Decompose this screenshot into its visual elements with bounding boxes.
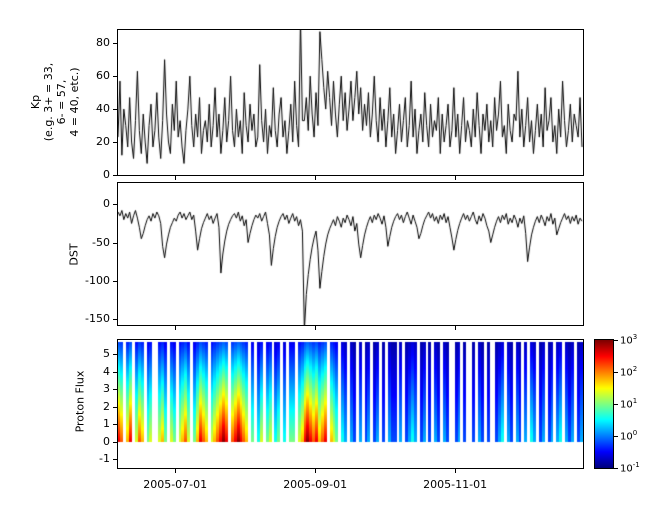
colorbar-exponent: 2 <box>632 365 638 373</box>
kp-line-chart <box>118 30 583 175</box>
dst-panel <box>117 182 584 326</box>
proton-flux-heatmap <box>118 340 583 468</box>
y-tick-label: -150 <box>85 311 110 325</box>
y-tick-mark <box>113 243 118 244</box>
y-tick-label: 40 <box>96 102 110 116</box>
y-tick-label: 5 <box>103 347 110 361</box>
colorbar-tick-mark <box>614 340 618 341</box>
colorbar-gradient <box>595 340 613 468</box>
y-tick-label: 20 <box>96 135 110 149</box>
colorbar-tick-mark <box>614 372 618 373</box>
proton-flux-panel <box>117 339 584 469</box>
x-tick-label: 2005-07-01 <box>143 478 208 491</box>
y-tick-mark <box>113 43 118 44</box>
colorbar-exponent: 1 <box>632 397 638 405</box>
x-tick-label: 2005-11-01 <box>423 478 488 491</box>
colorbar-tick-label: 101 <box>620 397 638 411</box>
y-tick-label: 2 <box>103 399 110 413</box>
x-tick-mark <box>175 176 176 180</box>
kp-panel <box>117 29 584 176</box>
y-tick-label: 60 <box>96 69 110 83</box>
y-tick-label: 0 <box>103 168 110 181</box>
x-tick-mark <box>455 469 456 473</box>
y-tick-mark <box>113 354 118 355</box>
y-tick-mark <box>113 319 118 320</box>
x-tick-mark <box>175 326 176 330</box>
y-tick-mark <box>113 372 118 373</box>
x-tick-mark <box>315 176 316 180</box>
colorbar-exponent: -1 <box>632 461 640 469</box>
y-tick-label: -50 <box>92 235 110 249</box>
y-tick-label: 0 <box>103 197 110 211</box>
y-tick-mark <box>113 175 118 176</box>
x-tick-mark <box>315 469 316 473</box>
colorbar-exponent: 0 <box>632 429 638 437</box>
x-tick-mark <box>455 326 456 330</box>
y-tick-mark <box>113 281 118 282</box>
y-tick-mark <box>113 76 118 77</box>
y-tick-mark <box>113 389 118 390</box>
y-tick-mark <box>113 109 118 110</box>
dst-line-chart <box>118 183 583 325</box>
colorbar-tick-label: 100 <box>620 429 638 443</box>
colorbar-tick-mark <box>614 436 618 437</box>
y-tick-label: 0 <box>103 434 110 448</box>
x-tick-label: 2005-09-01 <box>283 478 348 491</box>
y-tick-mark <box>113 459 118 460</box>
y-tick-mark <box>113 204 118 205</box>
y-tick-label: 4 <box>103 364 110 378</box>
colorbar-tick-mark <box>614 404 618 405</box>
y-tick-label: 80 <box>96 36 110 50</box>
y-tick-mark <box>113 142 118 143</box>
colorbar-tick-label: 103 <box>620 333 638 347</box>
y-tick-mark <box>113 424 118 425</box>
colorbar-tick-mark <box>614 468 618 469</box>
y-tick-label: -100 <box>85 273 110 287</box>
colorbar-tick-label: 102 <box>620 365 638 379</box>
x-tick-mark <box>175 469 176 473</box>
y-tick-mark <box>113 407 118 408</box>
colorbar-exponent: 3 <box>632 333 638 341</box>
y-tick-label: 3 <box>103 382 110 396</box>
x-tick-mark <box>315 326 316 330</box>
colorbar <box>594 339 614 469</box>
y-tick-label: 1 <box>103 417 110 431</box>
y-tick-label: -1 <box>99 452 110 466</box>
colorbar-tick-label: 10-1 <box>620 461 640 475</box>
x-tick-mark <box>455 176 456 180</box>
y-tick-mark <box>113 442 118 443</box>
